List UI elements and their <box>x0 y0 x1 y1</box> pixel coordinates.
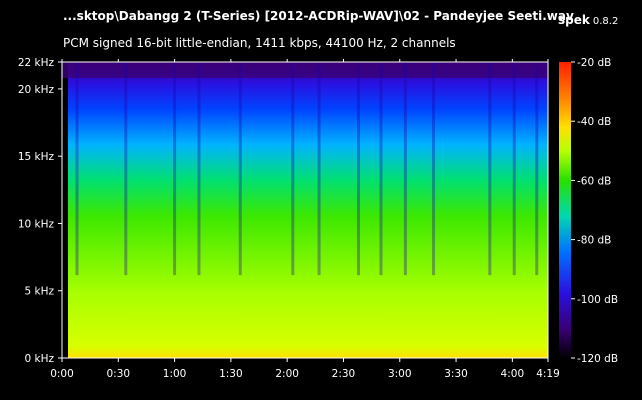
quiet-band <box>75 62 79 276</box>
scale-tick: -120 dB <box>571 353 618 365</box>
y-tick: 20 kHz <box>18 84 62 96</box>
quiet-band <box>291 62 295 276</box>
x-axis: 0:00 0:30 1:00 1:30 2:00 2:30 3:00 3:30 4:00 4:19 <box>50 59 560 380</box>
scale-tick: -60 dB <box>571 175 611 187</box>
quiet-band <box>403 62 407 276</box>
scale-tick-label: -120 dB <box>577 353 618 365</box>
x-tick-label: 4:19 <box>536 368 560 380</box>
scale-tick-label: -20 dB <box>577 57 611 69</box>
quiet-band <box>197 62 201 276</box>
x-tick: 3:00 <box>388 59 412 380</box>
quiet-band <box>238 62 242 276</box>
x-tick: 3:30 <box>444 59 468 380</box>
quiet-band <box>432 62 436 276</box>
x-tick-label: 1:30 <box>219 368 243 380</box>
x-tick-label: 2:00 <box>275 368 299 380</box>
x-tick-label: 4:00 <box>501 368 525 380</box>
x-tick: 1:00 <box>163 59 187 380</box>
quiet-band <box>488 62 492 276</box>
x-tick: 4:19 <box>536 59 560 380</box>
y-tick-label: 5 kHz <box>24 286 54 298</box>
y-tick: 10 kHz <box>18 218 62 230</box>
app-name: spek <box>558 13 590 27</box>
x-tick: 4:00 <box>501 59 525 380</box>
color-scale-bar <box>559 62 571 358</box>
stream-info: PCM signed 16-bit little-endian, 1411 kb… <box>63 36 456 50</box>
scale-tick: -20 dB <box>571 57 611 69</box>
scale-tick-label: -60 dB <box>577 175 611 187</box>
leading-silence <box>62 62 68 358</box>
lowpass-band <box>62 62 548 78</box>
plot-frame <box>61 61 549 359</box>
x-tick-label: 3:30 <box>444 368 468 380</box>
quiet-band <box>379 62 383 276</box>
x-tick-label: 0:00 <box>50 368 74 380</box>
x-tick-label: 0:30 <box>106 368 130 380</box>
x-tick-label: 1:00 <box>163 368 187 380</box>
file-title: ...sktop\Dabangg 2 (T-Series) [2012-ACDR… <box>63 9 574 23</box>
y-tick-label: 20 kHz <box>18 84 55 96</box>
spectrogram-image <box>62 62 548 358</box>
x-tick: 2:00 <box>275 59 299 380</box>
x-tick: 1:30 <box>219 59 243 380</box>
app-version: 0.8.2 <box>592 16 619 27</box>
y-tick: 22 kHz <box>18 57 62 69</box>
color-scale-axis: -20 dB -40 dB -60 dB -80 dB -100 dB -120 dB <box>571 57 618 365</box>
y-tick-label: 15 kHz <box>18 151 55 163</box>
scale-tick-label: -80 dB <box>577 235 611 247</box>
y-tick-label: 0 kHz <box>24 353 54 365</box>
y-tick: 15 kHz <box>18 151 62 163</box>
y-tick: 5 kHz <box>24 286 62 298</box>
quiet-band <box>317 62 321 276</box>
quiet-band <box>512 62 516 276</box>
quiet-band <box>356 62 360 276</box>
y-tick: 0 kHz <box>24 353 62 365</box>
y-tick-label: 22 kHz <box>18 57 55 69</box>
quiet-band <box>535 62 539 276</box>
x-tick: 2:30 <box>332 59 356 380</box>
scale-tick: -100 dB <box>571 294 618 306</box>
y-axis: 0 kHz 5 kHz 10 kHz 15 kHz 20 kHz 22 kHz <box>18 57 62 365</box>
x-tick-label: 3:00 <box>388 368 412 380</box>
app-label: spek 0.8.2 <box>558 9 618 28</box>
x-tick: 0:30 <box>106 59 130 380</box>
scale-tick-label: -40 dB <box>577 116 611 128</box>
scale-tick: -80 dB <box>571 235 611 247</box>
quiet-band <box>124 62 128 276</box>
scale-tick-label: -100 dB <box>577 294 618 306</box>
quiet-time-bands <box>75 62 539 276</box>
y-tick-label: 10 kHz <box>18 218 55 230</box>
x-tick-label: 2:30 <box>332 368 356 380</box>
scale-tick: -40 dB <box>571 116 611 128</box>
quiet-band <box>173 62 177 276</box>
